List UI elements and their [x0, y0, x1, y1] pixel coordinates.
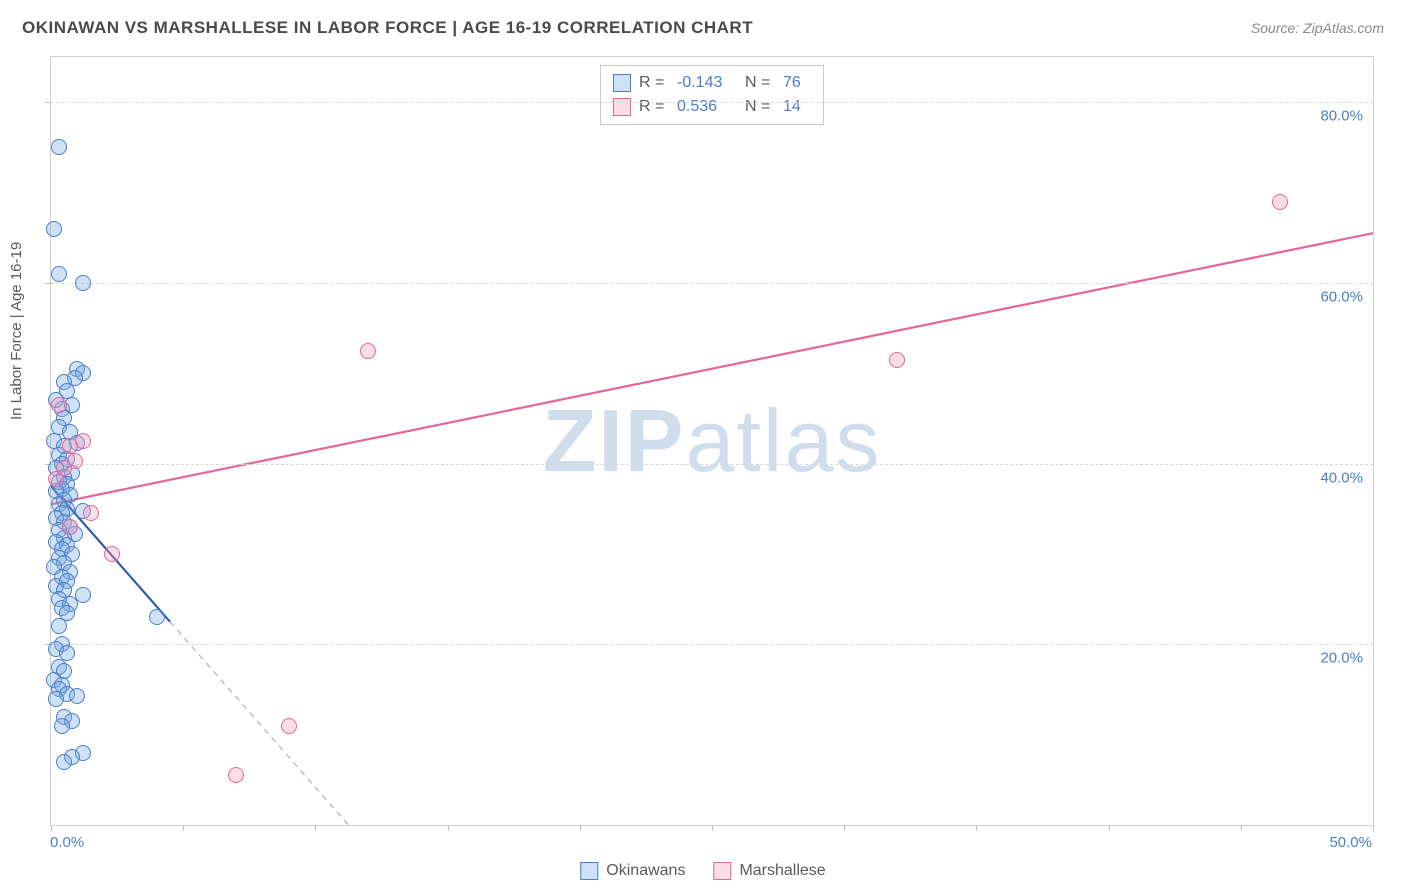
data-point	[51, 139, 67, 155]
data-point	[75, 275, 91, 291]
chart-title: OKINAWAN VS MARSHALLESE IN LABOR FORCE |…	[22, 18, 753, 38]
data-point	[56, 754, 72, 770]
legend-row: R = 0.536 N = 14	[613, 95, 811, 119]
gridline	[51, 464, 1373, 465]
data-point	[281, 718, 297, 734]
data-point	[48, 471, 64, 487]
y-tick-label: 60.0%	[1320, 288, 1363, 305]
legend-row: R = -0.143 N = 76	[613, 71, 811, 95]
data-point	[51, 618, 67, 634]
data-point	[51, 266, 67, 282]
chart-plot-area: ZIPatlas R = -0.143 N = 76 R = 0.536 N =…	[50, 56, 1374, 826]
data-point	[1272, 194, 1288, 210]
y-tick-label: 40.0%	[1320, 469, 1363, 486]
data-point	[46, 221, 62, 237]
legend-swatch-blue	[613, 74, 631, 92]
data-point	[69, 688, 85, 704]
data-point	[104, 546, 120, 562]
legend-swatch-pink	[613, 98, 631, 116]
regression-lines-layer	[51, 57, 1373, 825]
data-point	[51, 397, 67, 413]
data-point	[48, 691, 64, 707]
data-point	[889, 352, 905, 368]
y-tick-label: 20.0%	[1320, 650, 1363, 667]
legend-swatch-blue	[580, 862, 598, 880]
x-tick-label: 50.0%	[1329, 834, 1372, 851]
gridline	[51, 644, 1373, 645]
data-point	[83, 505, 99, 521]
data-point	[360, 343, 376, 359]
gridline	[51, 283, 1373, 284]
gridline	[51, 102, 1373, 103]
data-point	[228, 767, 244, 783]
y-axis-label: In Labor Force | Age 16-19	[8, 242, 25, 420]
chart-header: OKINAWAN VS MARSHALLESE IN LABOR FORCE |…	[22, 18, 1384, 38]
data-point	[149, 609, 165, 625]
x-tick-label: 0.0%	[50, 834, 84, 851]
legend-swatch-pink	[713, 862, 731, 880]
watermark: ZIPatlas	[543, 390, 882, 492]
correlation-legend: R = -0.143 N = 76 R = 0.536 N = 14	[600, 65, 824, 125]
chart-source: Source: ZipAtlas.com	[1251, 20, 1384, 36]
legend-item: Marshallese	[713, 862, 825, 880]
series-legend: Okinawans Marshallese	[580, 862, 825, 880]
data-point	[54, 718, 70, 734]
data-point	[62, 438, 78, 454]
data-point	[62, 519, 78, 535]
y-tick-label: 80.0%	[1320, 108, 1363, 125]
legend-item: Okinawans	[580, 862, 685, 880]
regression-extrapolation	[170, 622, 348, 825]
